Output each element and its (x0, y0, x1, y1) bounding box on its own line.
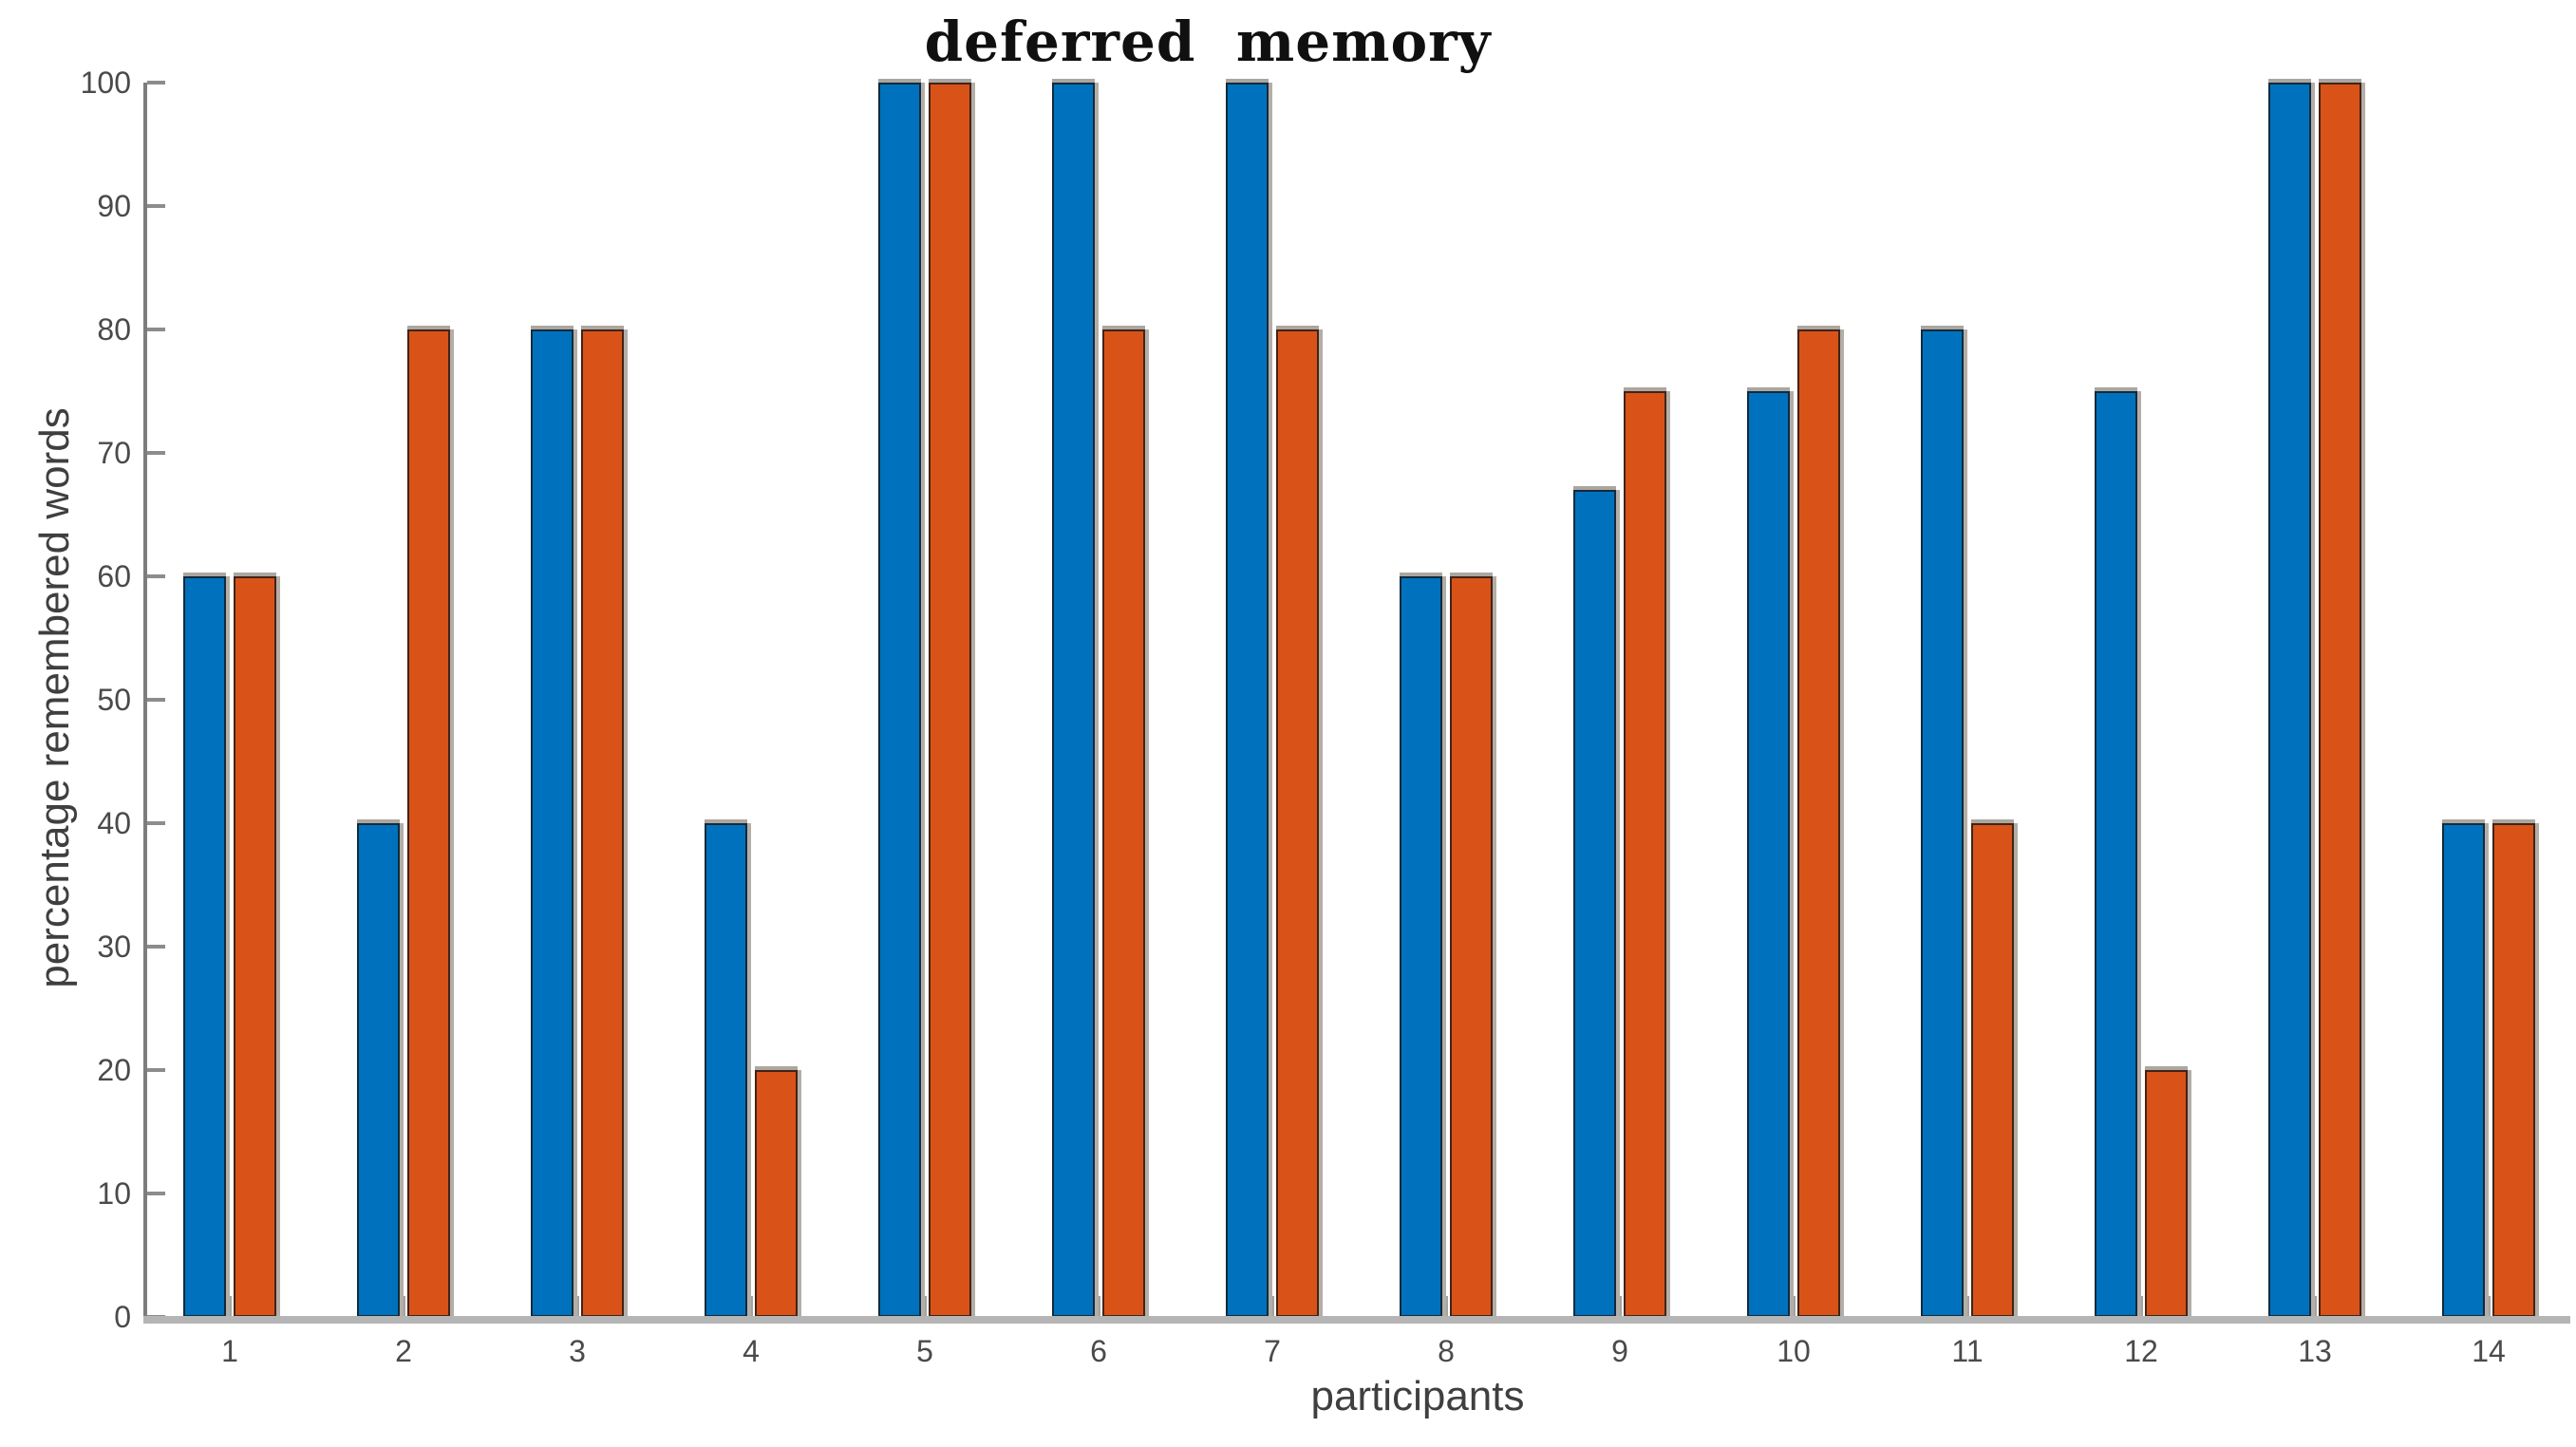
y-tick-80 (147, 328, 165, 331)
y-tick-label-70: 70 (97, 436, 131, 470)
bar-blue-participant-4 (705, 823, 747, 1317)
chart-title: deferred memory (924, 9, 1492, 74)
bar-orange-participant-13 (2319, 83, 2361, 1317)
bar-blue-participant-2 (357, 823, 400, 1317)
y-tick-50 (147, 698, 165, 702)
x-tick-12 (2139, 1296, 2143, 1317)
bar-blue-participant-11 (1921, 329, 1964, 1317)
x-tick-14 (2487, 1296, 2491, 1317)
x-tick-13 (2313, 1296, 2317, 1317)
y-tick-90 (147, 204, 165, 208)
bar-orange-participant-8 (1450, 576, 1493, 1317)
x-tick-label-13: 13 (2298, 1334, 2332, 1368)
bar-orange-participant-3 (581, 329, 624, 1317)
bar-orange-participant-14 (2492, 823, 2535, 1317)
x-tick-label-9: 9 (1611, 1334, 1628, 1368)
bar-orange-participant-5 (929, 83, 971, 1317)
x-tick-11 (1965, 1296, 1969, 1317)
x-tick-label-12: 12 (2124, 1334, 2158, 1368)
y-tick-10 (147, 1192, 165, 1195)
bar-blue-participant-13 (2268, 83, 2311, 1317)
x-tick-8 (1444, 1296, 1448, 1317)
x-tick-10 (1792, 1296, 1796, 1317)
bar-blue-participant-7 (1226, 83, 1269, 1317)
y-axis-line (143, 83, 147, 1320)
bar-orange-participant-9 (1624, 391, 1666, 1317)
bar-blue-participant-14 (2442, 823, 2485, 1317)
y-tick-label-100: 100 (80, 66, 131, 100)
y-tick-100 (147, 81, 165, 85)
bar-orange-participant-6 (1102, 329, 1145, 1317)
y-tick-label-10: 10 (97, 1176, 131, 1211)
bar-orange-participant-4 (755, 1070, 798, 1317)
bar-orange-participant-2 (407, 329, 450, 1317)
y-tick-30 (147, 945, 165, 949)
y-tick-70 (147, 451, 165, 455)
y-tick-60 (147, 574, 165, 578)
bar-blue-participant-8 (1400, 576, 1442, 1317)
x-tick-label-3: 3 (569, 1334, 586, 1368)
bar-blue-participant-9 (1573, 490, 1616, 1317)
bar-orange-participant-10 (1797, 329, 1840, 1317)
x-tick-1 (228, 1296, 232, 1317)
x-tick-label-1: 1 (221, 1334, 238, 1368)
x-tick-label-2: 2 (395, 1334, 412, 1368)
bar-blue-participant-1 (183, 576, 226, 1317)
x-tick-3 (575, 1296, 579, 1317)
x-tick-label-5: 5 (916, 1334, 933, 1368)
bar-orange-participant-1 (234, 576, 276, 1317)
y-tick-40 (147, 821, 165, 825)
x-tick-9 (1618, 1296, 1622, 1317)
bar-blue-participant-5 (878, 83, 921, 1317)
y-tick-label-60: 60 (97, 559, 131, 593)
x-tick-2 (402, 1296, 405, 1317)
bar-blue-participant-12 (2095, 391, 2137, 1317)
x-tick-label-11: 11 (1951, 1334, 1984, 1368)
y-tick-label-0: 0 (114, 1300, 131, 1334)
x-tick-label-8: 8 (1438, 1334, 1455, 1368)
bar-orange-participant-12 (2145, 1070, 2188, 1317)
x-tick-4 (749, 1296, 753, 1317)
x-tick-5 (923, 1296, 927, 1317)
x-tick-label-4: 4 (743, 1334, 760, 1368)
y-tick-label-90: 90 (97, 189, 131, 223)
x-axis-label: participants (1310, 1373, 1525, 1419)
bar-blue-participant-3 (531, 329, 573, 1317)
x-tick-label-6: 6 (1090, 1334, 1107, 1368)
x-axis-line (143, 1316, 2570, 1324)
bar-blue-participant-10 (1747, 391, 1790, 1317)
y-tick-label-50: 50 (97, 683, 131, 717)
x-tick-label-14: 14 (2472, 1334, 2506, 1368)
y-tick-label-30: 30 (97, 930, 131, 964)
x-tick-7 (1270, 1296, 1274, 1317)
x-tick-6 (1097, 1296, 1100, 1317)
x-tick-label-10: 10 (1777, 1334, 1811, 1368)
y-tick-label-80: 80 (97, 312, 131, 347)
y-tick-label-40: 40 (97, 806, 131, 840)
bar-blue-participant-6 (1052, 83, 1095, 1317)
bar-orange-participant-7 (1276, 329, 1319, 1317)
bar-orange-participant-11 (1971, 823, 2014, 1317)
y-tick-20 (147, 1068, 165, 1072)
x-tick-label-7: 7 (1264, 1334, 1281, 1368)
y-tick-label-20: 20 (97, 1053, 131, 1087)
